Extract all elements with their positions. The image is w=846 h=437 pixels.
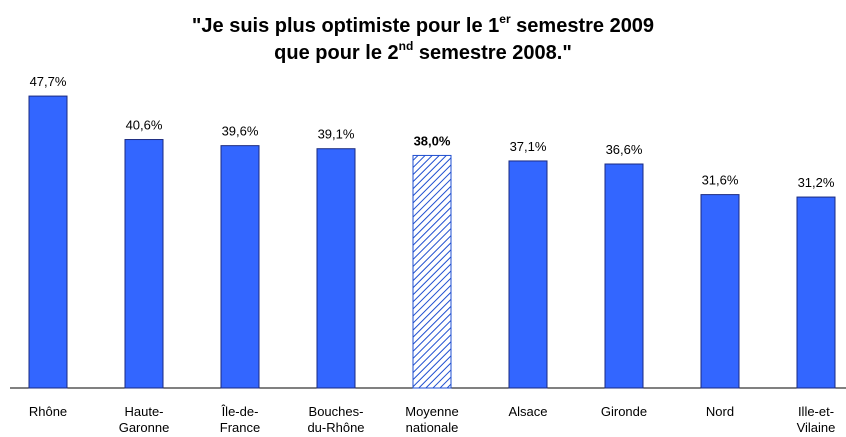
title-superscript: nd — [399, 39, 414, 53]
value-label: 38,0% — [414, 133, 451, 148]
value-label: 36,6% — [606, 142, 643, 157]
x-tick-label: Île-de-France — [220, 404, 260, 435]
title-text: semestre 2008." — [413, 42, 572, 64]
x-tick-label: Moyenne nationale — [405, 404, 458, 435]
bar — [316, 148, 356, 389]
value-label: 31,6% — [702, 173, 739, 188]
value-label: 31,2% — [798, 175, 835, 190]
value-label: 40,6% — [126, 118, 163, 133]
bar — [700, 194, 740, 389]
chart-title: "Je suis plus optimiste pour le 1er seme… — [192, 12, 654, 37]
title-superscript: er — [499, 12, 511, 26]
x-tick-label: Haute-Garonne — [119, 404, 170, 435]
bar — [412, 154, 452, 389]
bar — [28, 95, 68, 389]
bar — [604, 163, 644, 389]
bar — [220, 145, 260, 389]
value-label: 47,7% — [30, 74, 67, 89]
x-tick-label: Alsace — [508, 404, 547, 419]
value-label: 39,6% — [222, 124, 259, 139]
x-tick-label: Rhône — [29, 404, 67, 419]
title-text: que pour le 2 — [274, 42, 398, 64]
bar — [124, 139, 164, 389]
x-tick-label: Bouches-du-Rhône — [307, 404, 364, 435]
chart-title: que pour le 2nd semestre 2008." — [274, 39, 572, 64]
x-tick-label: Nord — [706, 404, 734, 419]
x-tick-label: Gironde — [601, 404, 647, 419]
bar — [508, 160, 548, 389]
x-tick-label: Ille-et-Vilaine — [797, 404, 836, 435]
bar — [796, 196, 836, 389]
title-text: "Je suis plus optimiste pour le 1 — [192, 15, 499, 37]
title-text: semestre 2009 — [511, 15, 654, 37]
value-label: 37,1% — [510, 139, 547, 154]
value-label: 39,1% — [318, 127, 355, 142]
